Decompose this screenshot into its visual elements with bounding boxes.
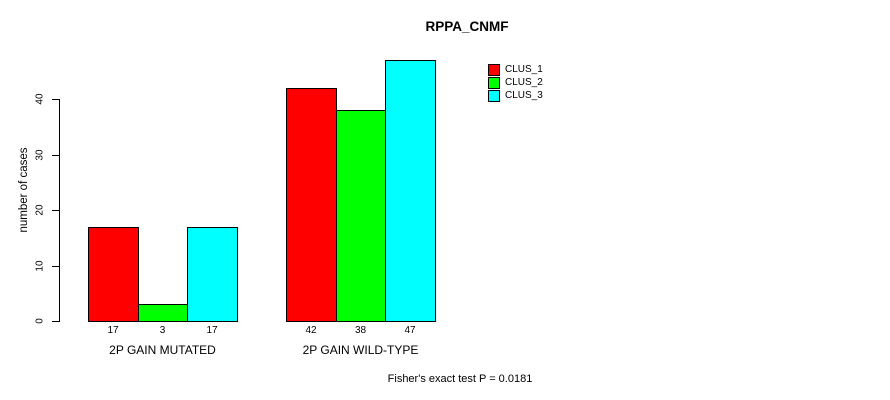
y-tick-label: 40 bbox=[34, 93, 46, 105]
bar bbox=[88, 227, 139, 322]
y-tick bbox=[52, 321, 59, 322]
y-tick-label: 0 bbox=[34, 318, 46, 324]
legend-swatch bbox=[488, 89, 500, 102]
y-tick-label: 20 bbox=[34, 204, 46, 216]
legend-label: CLUS_3 bbox=[505, 90, 543, 101]
chart-title: RPPA_CNMF bbox=[425, 19, 509, 34]
y-axis-line bbox=[59, 99, 60, 322]
bar-value-label: 47 bbox=[404, 325, 416, 336]
bar-value-label: 38 bbox=[354, 325, 367, 336]
legend-swatch bbox=[488, 76, 500, 89]
legend-label: CLUS_1 bbox=[505, 64, 543, 75]
y-tick-label: 30 bbox=[34, 149, 46, 161]
bar bbox=[187, 227, 238, 322]
y-tick bbox=[52, 266, 59, 267]
bar-value-label: 17 bbox=[107, 325, 119, 336]
legend: CLUS_1 CLUS_2 CLUS_3 bbox=[488, 63, 543, 102]
y-tick bbox=[52, 99, 59, 100]
bar bbox=[385, 60, 436, 322]
annotation-text: Fisher's exact test P = 0.0181 bbox=[387, 373, 533, 385]
bar bbox=[138, 304, 188, 322]
y-tick-label: 10 bbox=[34, 260, 46, 272]
legend-item: CLUS_1 bbox=[488, 63, 543, 76]
y-tick bbox=[52, 210, 59, 211]
legend-swatch bbox=[488, 63, 500, 76]
bar bbox=[286, 88, 337, 322]
bar-value-label: 42 bbox=[305, 325, 317, 336]
bar bbox=[336, 110, 386, 322]
y-axis-title: number of cases bbox=[18, 147, 30, 233]
x-group-label: 2P GAIN MUTATED bbox=[109, 343, 216, 357]
bar-value-label: 3 bbox=[159, 325, 166, 336]
legend-item: CLUS_2 bbox=[488, 76, 543, 89]
legend-label: CLUS_2 bbox=[505, 77, 543, 88]
bar-value-label: 17 bbox=[206, 325, 218, 336]
x-group-label: 2P GAIN WILD-TYPE bbox=[302, 343, 419, 357]
y-tick bbox=[52, 155, 59, 156]
legend-item: CLUS_3 bbox=[488, 89, 543, 102]
